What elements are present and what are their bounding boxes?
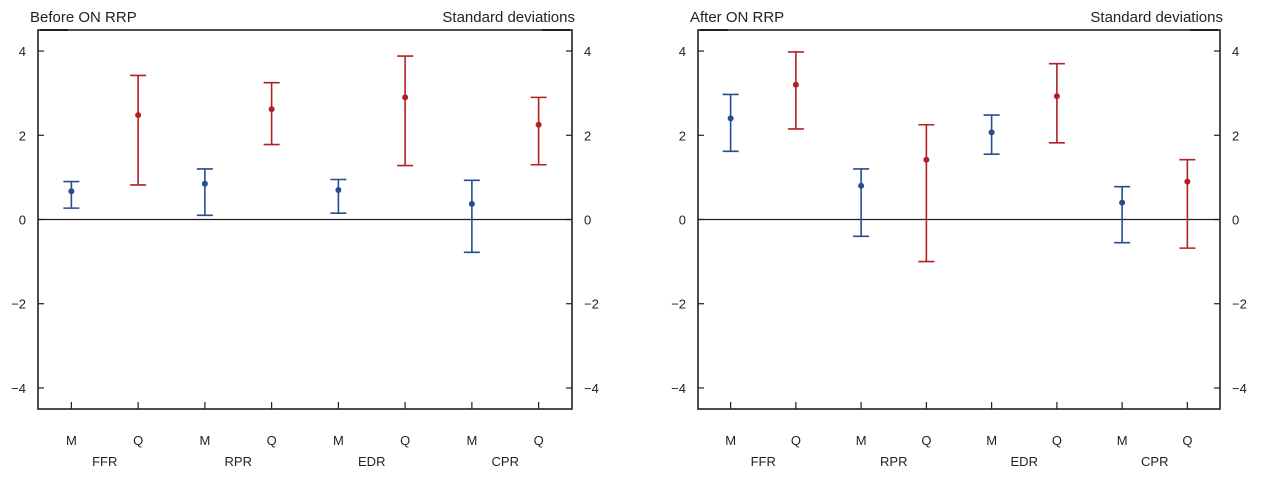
- x-category-label: M: [333, 433, 344, 448]
- x-group-label: EDR: [1011, 454, 1038, 469]
- y-tick-label-left: 4: [679, 44, 686, 59]
- x-category-label: M: [986, 433, 997, 448]
- errorbar-Q-CPR: [530, 96, 547, 166]
- data-point: [135, 112, 142, 119]
- y-tick-label-right: −2: [1232, 297, 1247, 312]
- data-point: [535, 121, 542, 128]
- errorbar-M-CPR: [463, 179, 480, 254]
- units-label: Standard deviations: [1090, 9, 1223, 26]
- chart-title: After ON RRP: [690, 9, 784, 26]
- chart-panel-1: Before ON RRP Standard deviations 4 4 2 2 0 0 −2…: [11, 9, 599, 469]
- x-category-label: M: [199, 433, 210, 448]
- x-category-label: Q: [791, 433, 801, 448]
- x-category-label: Q: [1182, 433, 1192, 448]
- x-category-label: Q: [133, 433, 143, 448]
- errorbar-Q-RPR: [263, 81, 280, 146]
- y-tick-label-left: 2: [679, 128, 686, 143]
- y-tick-label-left: 0: [679, 213, 686, 228]
- x-category-label: M: [725, 433, 736, 448]
- data-point: [468, 200, 475, 207]
- x-group-label: EDR: [358, 454, 385, 469]
- errorbar-Q-EDR: [1048, 62, 1065, 144]
- errorbar-M-EDR: [983, 114, 1000, 156]
- chart-title: Before ON RRP: [30, 9, 137, 26]
- data-point: [858, 182, 865, 189]
- data-point: [335, 187, 342, 194]
- data-point: [923, 156, 930, 163]
- data-point: [727, 115, 734, 122]
- x-category-label: Q: [1052, 433, 1062, 448]
- data-point: [792, 81, 799, 88]
- data-point: [268, 106, 275, 113]
- errorbar-Q-FFR: [787, 51, 804, 130]
- errorbar-Q-EDR: [397, 55, 414, 167]
- data-point: [402, 94, 409, 101]
- errorbar-Q-CPR: [1179, 158, 1196, 249]
- x-category-label: M: [856, 433, 867, 448]
- y-tick-label-left: −4: [671, 381, 686, 396]
- y-tick-label-right: 4: [1232, 44, 1239, 59]
- y-tick-label-right: −4: [584, 381, 599, 396]
- x-category-label: Q: [267, 433, 277, 448]
- errorbar-M-RPR: [196, 168, 213, 217]
- y-tick-label-left: 2: [19, 128, 26, 143]
- y-tick-label-right: 0: [584, 213, 591, 228]
- errorbar-M-RPR: [853, 168, 870, 238]
- data-point: [1119, 199, 1126, 206]
- y-tick-label-left: 0: [19, 213, 26, 228]
- y-tick-label-right: 0: [1232, 213, 1239, 228]
- y-tick-label-right: 2: [584, 128, 591, 143]
- units-label: Standard deviations: [442, 9, 575, 26]
- x-group-label: CPR: [1141, 454, 1168, 469]
- x-category-label: Q: [534, 433, 544, 448]
- x-group-label: RPR: [225, 454, 252, 469]
- x-group-label: FFR: [92, 454, 117, 469]
- y-tick-label-left: 4: [19, 44, 26, 59]
- data-point: [988, 129, 995, 136]
- y-tick-label-right: −2: [584, 297, 599, 312]
- x-category-label: M: [466, 433, 477, 448]
- x-category-label: Q: [400, 433, 410, 448]
- y-tick-label-left: −2: [671, 297, 686, 312]
- x-category-label: M: [1117, 433, 1128, 448]
- chart-panel-2: After ON RRP Standard deviations 4 4 2 2 0 0 −2 −…: [671, 9, 1247, 469]
- data-point: [201, 180, 208, 187]
- errorbar-Q-RPR: [918, 123, 935, 263]
- data-point: [1053, 93, 1060, 100]
- data-point: [1184, 178, 1191, 185]
- y-tick-label-right: 4: [584, 44, 591, 59]
- x-group-label: FFR: [751, 454, 776, 469]
- x-group-label: RPR: [880, 454, 907, 469]
- data-point: [68, 188, 75, 195]
- x-group-label: CPR: [492, 454, 519, 469]
- errorbar-M-FFR: [63, 180, 80, 209]
- errorbar-M-CPR: [1114, 185, 1131, 244]
- errorbar-Q-FFR: [130, 74, 147, 186]
- errorbar-M-EDR: [330, 178, 347, 214]
- errorbar-M-FFR: [722, 93, 739, 153]
- y-tick-label-right: 2: [1232, 128, 1239, 143]
- y-tick-label-left: −4: [11, 381, 26, 396]
- y-tick-label-right: −4: [1232, 381, 1247, 396]
- x-category-label: Q: [921, 433, 931, 448]
- y-tick-label-left: −2: [11, 297, 26, 312]
- x-category-label: M: [66, 433, 77, 448]
